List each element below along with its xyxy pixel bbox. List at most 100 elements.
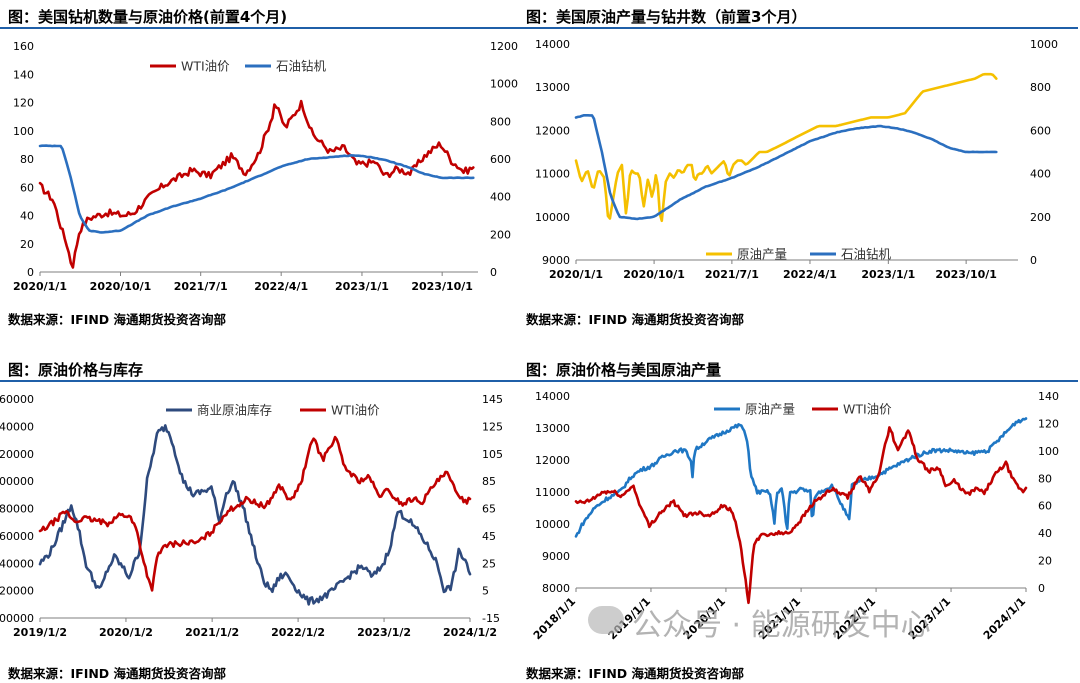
y-left-tick-label: 100: [13, 125, 34, 138]
chart-title: 图：原油价格与库存: [8, 361, 144, 379]
data-source-note: 数据来源：IFIND 海通期货投资咨询部: [8, 666, 227, 681]
title-divider: [0, 27, 530, 29]
x-tick-label: 2020/1/2: [99, 626, 153, 639]
x-tick-label: 2023/1/1: [335, 280, 389, 293]
y-left-tick-label: 540000: [0, 420, 34, 433]
legend-label: 石油钻机: [276, 59, 327, 74]
legend-label: 原油产量: [745, 402, 795, 417]
y-left-tick-label: 0: [27, 266, 34, 279]
legend-label: WTI油价: [331, 403, 380, 418]
y-right-tick-label: 0: [490, 266, 497, 279]
x-tick-label: 2020/1/1: [13, 280, 67, 293]
x-tick-label: 2018/1/1: [531, 595, 578, 642]
x-tick-label: 2024/1/1: [981, 595, 1028, 642]
x-tick-label: 2022/1/2: [271, 626, 325, 639]
y-left-tick-label: 10000: [535, 518, 570, 531]
chart-price-vs-production: 8000 9000 10000 11000 12000 13000 14000 0 20 40 60…: [531, 390, 1059, 642]
y-left-tick-label: 9000: [542, 550, 570, 563]
y-left-tick-label: 9000: [542, 254, 570, 267]
chart-rig-count-vs-wti: 0 20 40 60 80 100 120 140 160 0 200 400 600 800 1000 12…: [13, 40, 518, 293]
x-tick-label: 2022/4/1: [254, 280, 308, 293]
x-tick-label: 2022/4/1: [783, 268, 837, 281]
series-line: [38, 144, 475, 234]
watermark: 公众号 · 能源研发中心: [632, 608, 931, 643]
y-left-tick-label: 12000: [535, 124, 570, 137]
y-right-tick-label: 60: [1038, 500, 1052, 513]
x-tick-label: 2023/1/2: [357, 626, 411, 639]
y-right-tick-label: 1000: [1030, 38, 1058, 51]
y-left-tick-label: 60: [20, 181, 34, 194]
y-right-tick-label: 200: [1030, 211, 1051, 224]
y-right-tick-label: 400: [1030, 168, 1051, 181]
title-divider: [522, 27, 1078, 29]
x-tick-label: 2021/7/1: [174, 280, 228, 293]
y-right-tick-label: 120: [1038, 417, 1059, 430]
y-left-tick-label: 12000: [535, 454, 570, 467]
chart-title: 图：美国钻机数量与原油价格(前置4个月): [8, 8, 288, 26]
wechat-logo-icon: [588, 606, 624, 634]
x-tick-label: 2023/10/1: [935, 268, 997, 281]
y-right-tick-label: 100: [1038, 445, 1059, 458]
series-line: [38, 99, 475, 269]
y-left-tick-label: 10000: [535, 211, 570, 224]
x-tick-label: 2020/10/1: [90, 280, 152, 293]
legend-label: 原油产量: [737, 247, 787, 262]
x-tick-label: 2020/1/1: [549, 268, 603, 281]
chart-production-vs-rigs: 9000 10000 11000 12000 13000 14000 0 200 400 600 8…: [535, 38, 1058, 281]
y-left-tick-label: 140: [13, 68, 34, 81]
chart-price-vs-inventory: 400000 420000 440000 460000 480000 500000 5200…: [0, 393, 503, 639]
x-tick-label: 2019/1/2: [13, 626, 67, 639]
data-source-note: 数据来源：IFIND 海通期货投资咨询部: [8, 312, 227, 327]
y-left-tick-label: 14000: [535, 38, 570, 51]
y-right-tick-label: 0: [1030, 254, 1037, 267]
legend-label: 石油钻机: [841, 247, 892, 262]
x-tick-label: 2021/1/2: [185, 626, 239, 639]
y-right-tick-label: 40: [1038, 527, 1052, 540]
y-left-tick-label: 20: [20, 238, 34, 251]
panel-price-vs-inventory: 图：原油价格与库存 400000 420000 440000 460000 480000…: [0, 355, 533, 683]
y-right-tick-label: 1200: [490, 40, 518, 53]
y-right-tick-label: 5: [482, 585, 489, 598]
y-left-tick-label: 460000: [0, 530, 34, 543]
series-line: [574, 72, 998, 223]
y-left-tick-label: 400000: [0, 612, 34, 625]
x-tick-label: 2020/10/1: [623, 268, 685, 281]
y-right-tick-label: 140: [1038, 390, 1059, 403]
series-line: [38, 435, 472, 592]
y-left-tick-label: 13000: [535, 422, 570, 435]
chart-title: 图：美国原油产量与钻井数（前置3个月）: [526, 8, 807, 26]
data-source-note: 数据来源：IFIND 海通期货投资咨询部: [526, 666, 745, 681]
y-left-tick-label: 40: [20, 210, 34, 223]
y-left-tick-label: 480000: [0, 503, 34, 516]
y-right-tick-label: 45: [482, 530, 496, 543]
panel-production-vs-rigs: 图：美国原油产量与钻井数（前置3个月） 9000 10000 11000 12000 1…: [522, 0, 1080, 335]
x-tick-label: 2024/1/2: [443, 626, 497, 639]
panel-price-vs-production: 图：原油价格与美国原油产量 8000 9000 10000 11000 12000 130…: [522, 355, 1080, 683]
y-right-tick-label: 800: [1030, 81, 1051, 94]
y-left-tick-label: 80: [20, 153, 34, 166]
y-left-tick-label: 560000: [0, 393, 34, 406]
title-divider: [0, 380, 530, 382]
y-right-tick-label: 80: [1038, 472, 1052, 485]
y-right-tick-label: 125: [482, 420, 503, 433]
y-left-tick-label: 420000: [0, 585, 34, 598]
x-tick-label: 2023/1/1: [861, 268, 915, 281]
y-right-tick-label: 1000: [490, 78, 518, 91]
y-right-tick-label: 65: [482, 503, 496, 516]
y-left-tick-label: 500000: [0, 475, 34, 488]
y-right-tick-label: 800: [490, 115, 511, 128]
chart-title: 图：原油价格与美国原油产量: [526, 361, 722, 379]
y-right-tick-label: 200: [490, 228, 511, 241]
series-line: [38, 424, 472, 606]
legend-label: WTI油价: [181, 59, 230, 74]
y-left-tick-label: 8000: [542, 582, 570, 595]
data-source-note: 数据来源：IFIND 海通期货投资咨询部: [526, 312, 745, 327]
legend-label: WTI油价: [843, 402, 892, 417]
y-right-tick-label: 0: [1038, 582, 1045, 595]
y-right-tick-label: 400: [490, 191, 511, 204]
series-line: [574, 114, 998, 221]
y-right-tick-label: 600: [1030, 124, 1051, 137]
y-right-tick-label: 25: [482, 557, 496, 570]
title-divider: [522, 380, 1078, 382]
y-right-tick-label: 145: [482, 393, 503, 406]
